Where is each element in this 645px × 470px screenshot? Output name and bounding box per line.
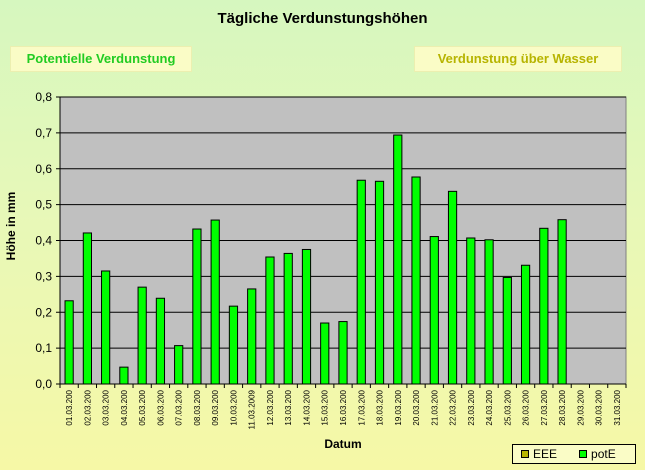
y-tick-label: 0,0 [35, 377, 52, 391]
y-tick-label: 0,1 [35, 341, 52, 355]
x-tick-label: 29.03.200 [576, 389, 585, 425]
x-tick-label: 31.03.200 [613, 389, 622, 425]
legend-item-pote: potE [579, 447, 616, 461]
legend-swatch-eee [521, 450, 529, 458]
y-tick-label: 0,2 [35, 305, 52, 319]
bar-pote [101, 270, 111, 385]
legend-swatch-pote [579, 450, 588, 458]
y-tick-label: 0,4 [35, 234, 52, 248]
bar-pote [283, 252, 293, 385]
x-tick-label: 10.03.200 [229, 389, 238, 425]
x-tick-label: 25.03.200 [503, 389, 512, 425]
y-axis-label: Höhe in mm [4, 191, 18, 261]
legend-label-eee: EEE [533, 447, 558, 461]
legend-label-pote: potE [591, 447, 616, 461]
bar-pote [484, 239, 494, 385]
x-tick-label: 17.03.200 [357, 389, 366, 425]
x-tick-label: 05.03.200 [138, 389, 147, 425]
x-tick-label: 14.03.200 [302, 389, 311, 425]
bar-pote [228, 305, 239, 385]
bar-pote [520, 264, 531, 385]
legend: EEE potE [512, 444, 636, 464]
bar-pote [119, 366, 129, 385]
x-tick-label: 01.03.200 [65, 389, 74, 425]
y-tick-label: 0,3 [35, 269, 52, 283]
x-tick-label: 23.03.200 [467, 389, 476, 425]
x-tick-label: 28.03.200 [558, 389, 567, 425]
x-tick-label: 26.03.200 [522, 389, 531, 425]
x-tick-label: 16.03.200 [339, 389, 348, 425]
x-tick-label: 27.03.200 [540, 389, 549, 425]
bar-pote [64, 300, 74, 385]
bar-pote [82, 232, 92, 385]
x-tick-label: 03.03.200 [102, 389, 111, 425]
bar-pote [137, 286, 147, 385]
chart-title: Tägliche Verdunstungshöhen [217, 10, 428, 27]
x-tick-label: 22.03.200 [449, 389, 458, 425]
bar-pote [557, 219, 567, 385]
bar-pote [338, 321, 348, 385]
bar-pote [320, 322, 330, 385]
y-tick-label: 0,7 [35, 126, 52, 140]
x-tick-label: 24.03.200 [485, 389, 494, 425]
bar-pote [393, 134, 403, 385]
x-tick-label: 15.03.200 [321, 389, 330, 425]
bar-pote [502, 276, 512, 385]
bar-pote [155, 297, 166, 385]
x-tick-label: 20.03.200 [412, 389, 421, 425]
x-tick-label: 08.03.200 [193, 389, 202, 425]
x-tick-label: 21.03.200 [430, 389, 439, 425]
bar-pote [429, 236, 439, 385]
x-tick-label: 11.03.2009 [248, 389, 257, 429]
x-tick-label: 04.03.200 [120, 389, 129, 425]
bar-pote [265, 256, 275, 385]
x-tick-label: 06.03.200 [156, 389, 165, 425]
x-tick-label: 12.03.200 [266, 389, 275, 425]
y-tick-label: 0,8 [35, 90, 52, 104]
bar-pote [192, 228, 202, 385]
bar-pote [466, 237, 476, 385]
bar-pote [174, 345, 184, 385]
verdunstung-ueber-wasser-button[interactable]: Verdunstung über Wasser [414, 46, 622, 72]
potentielle-verdunstung-button[interactable]: Potentielle Verdunstung [10, 46, 192, 72]
y-tick-label: 0,6 [35, 162, 52, 176]
bar-pote [301, 248, 312, 385]
bar-pote [210, 219, 220, 385]
x-tick-label: 13.03.200 [284, 389, 293, 425]
bar-pote [356, 179, 366, 385]
x-tick-label: 30.03.200 [595, 389, 604, 425]
bar-pote [411, 176, 421, 385]
x-tick-label: 18.03.200 [376, 389, 385, 425]
bar-pote [247, 288, 257, 385]
x-tick-label: 09.03.200 [211, 389, 220, 425]
bar-pote [539, 227, 549, 385]
x-tick-label: 19.03.200 [394, 389, 403, 425]
x-tick-label: 07.03.200 [175, 389, 184, 425]
x-tick-label: 02.03.200 [83, 389, 92, 425]
y-tick-label: 0,5 [35, 198, 52, 212]
bar-pote [447, 190, 458, 385]
legend-item-eee: EEE [521, 447, 557, 461]
x-axis-label: Datum [324, 437, 362, 451]
bar-pote [374, 180, 385, 385]
